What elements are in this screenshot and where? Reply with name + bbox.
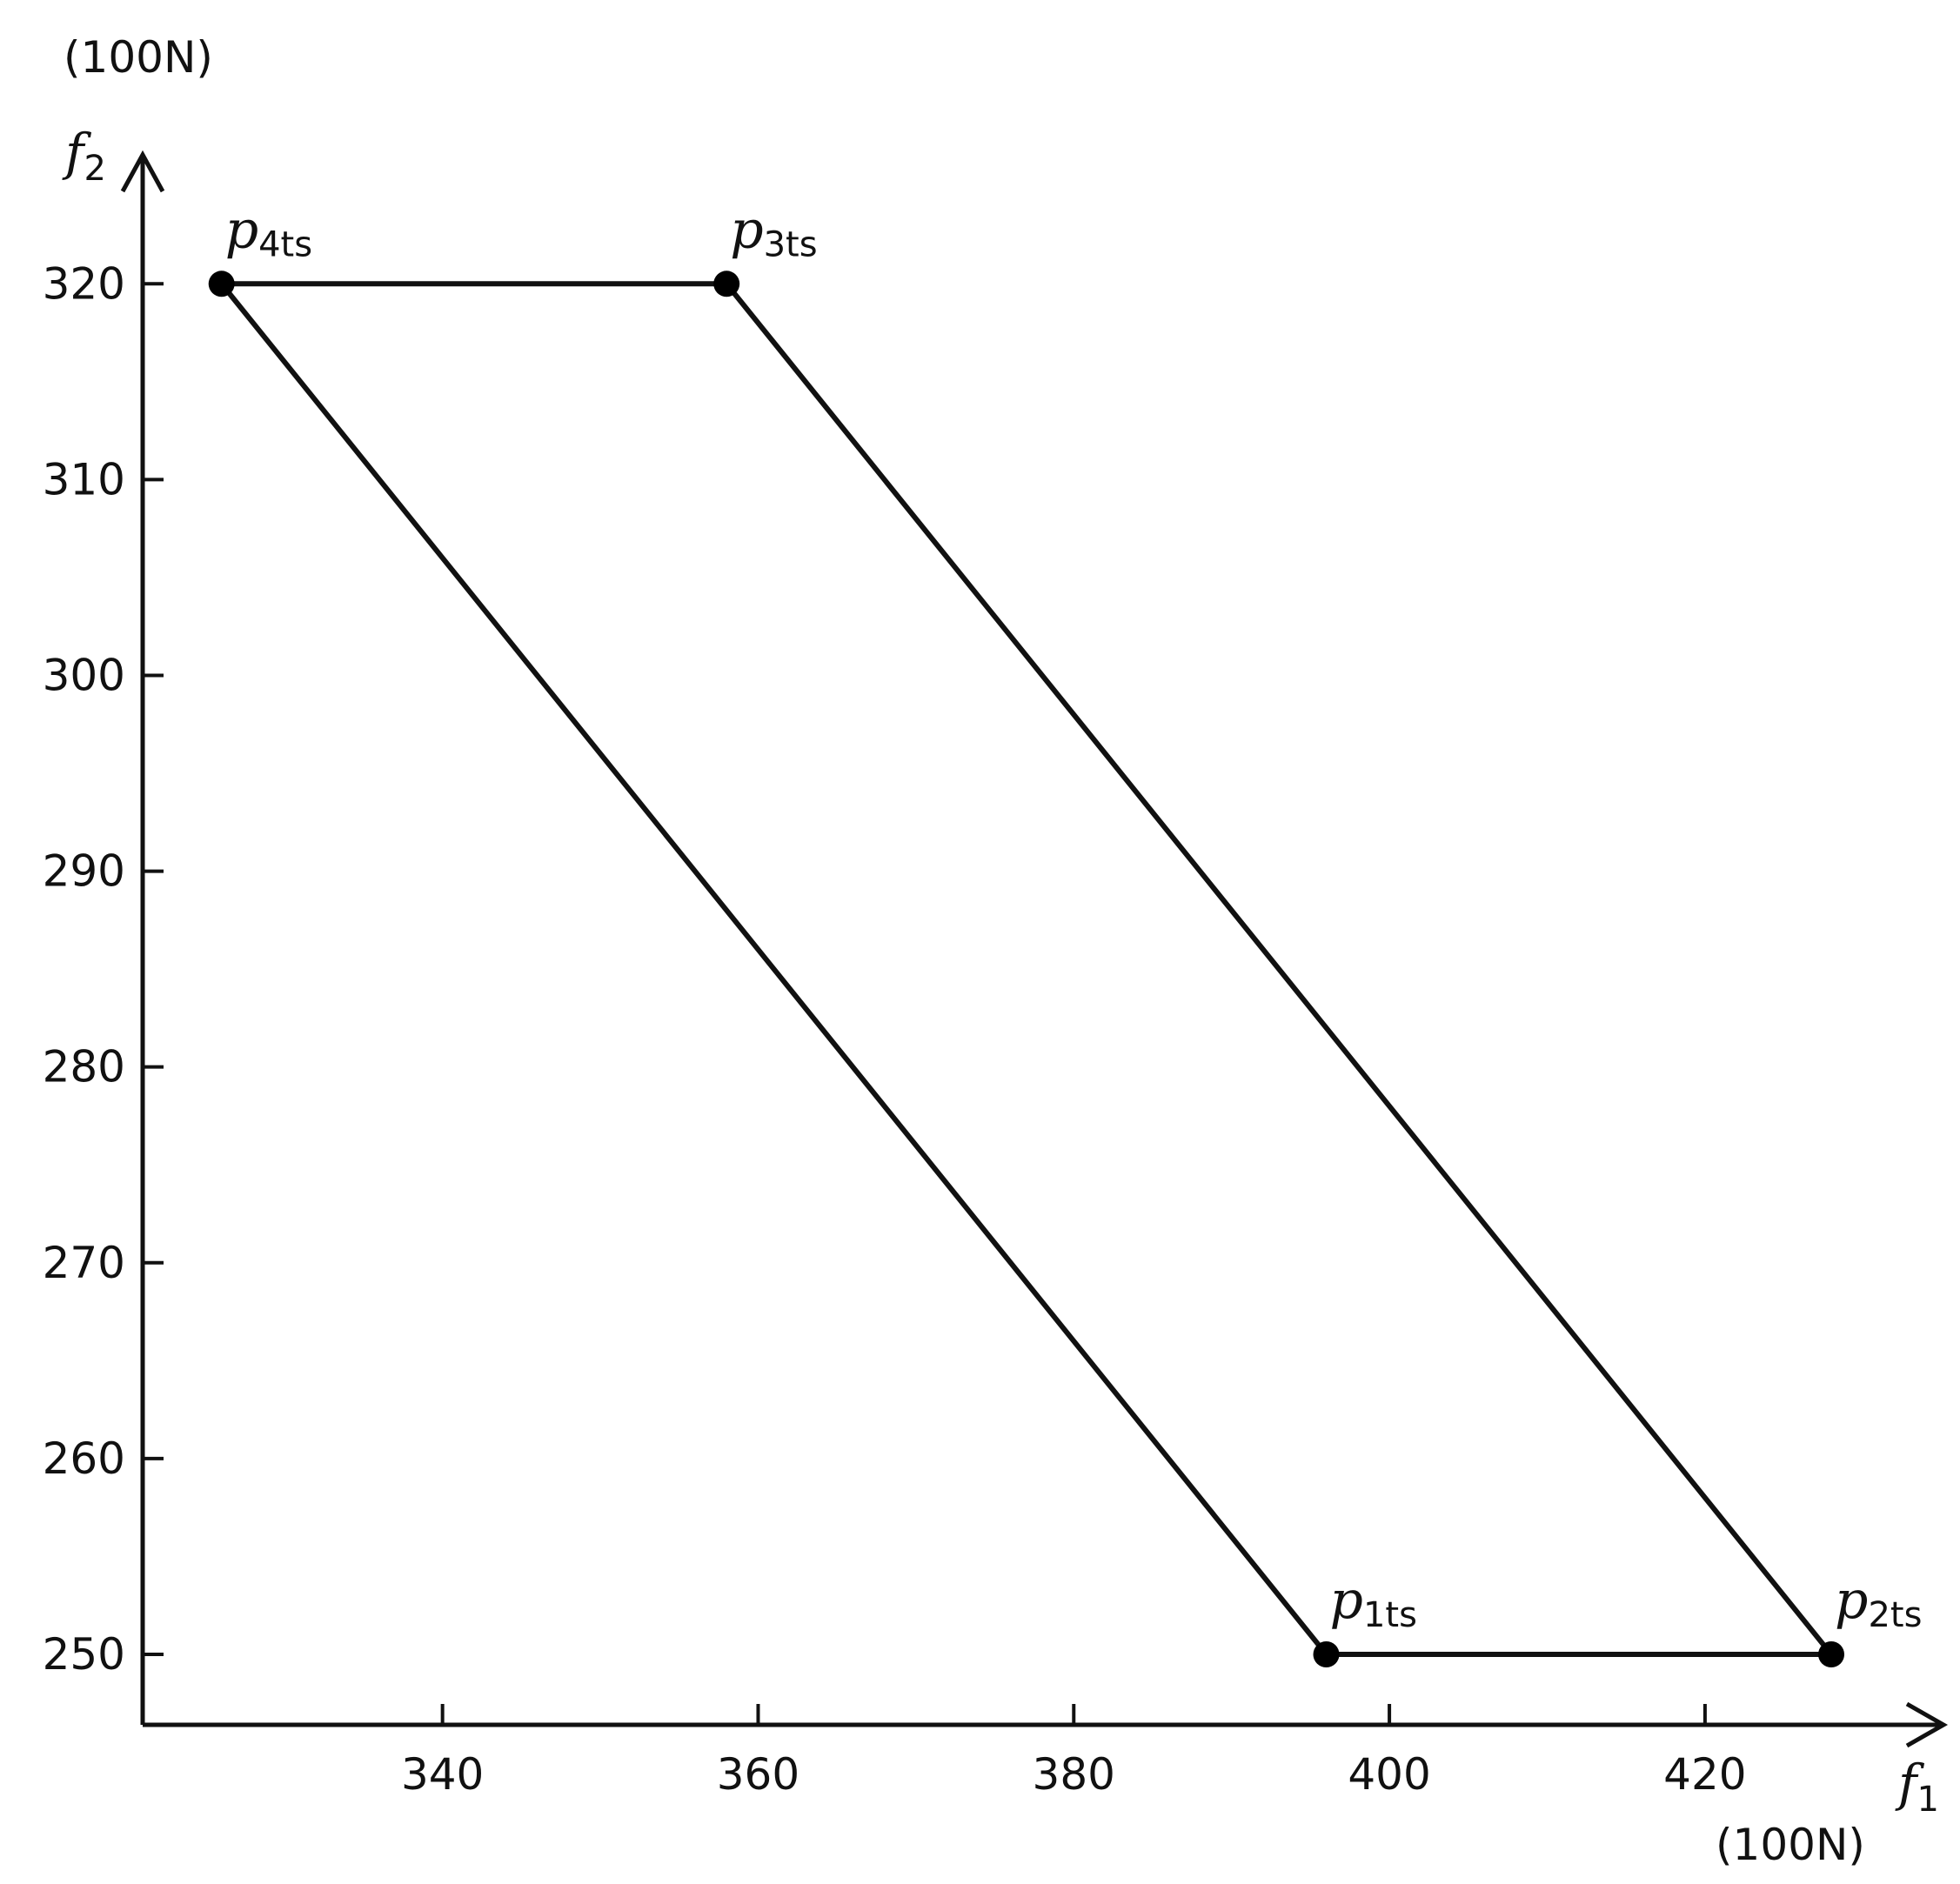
vertex-point-3ts <box>713 271 740 297</box>
vertex-point-4ts <box>208 271 235 297</box>
vertex-label-2ts: p2ts <box>1835 1570 1922 1635</box>
x-axis-ticks: 340 360 380 400 420 <box>401 1704 1747 1800</box>
axes <box>120 150 1949 1748</box>
y-tick-label: 290 <box>43 846 125 897</box>
y-axis-unit: (100N) <box>64 32 213 83</box>
x-axis-unit: (100N) <box>1716 1820 1865 1870</box>
vertex-points: p1ts p2ts p3ts p4ts <box>208 199 1922 1667</box>
y-tick-label: 260 <box>43 1433 125 1484</box>
y-tick-label: 300 <box>43 650 125 700</box>
vertex-point-1ts <box>1313 1640 1340 1667</box>
y-axis-arrow <box>120 150 165 193</box>
vertex-point-2ts <box>1818 1640 1845 1667</box>
y-tick-label: 270 <box>43 1238 125 1288</box>
vertex-label-4ts: p4ts <box>225 199 312 264</box>
x-axis-label: f1 <box>1895 1754 1939 1820</box>
x-axis-arrow <box>1905 1701 1949 1748</box>
x-tick-label: 400 <box>1348 1749 1430 1800</box>
x-tick-label: 360 <box>717 1749 799 1800</box>
x-tick-label: 420 <box>1663 1749 1746 1800</box>
x-tick-label: 380 <box>1033 1749 1115 1800</box>
y-tick-label: 320 <box>43 258 125 309</box>
vertex-label-3ts: p3ts <box>730 199 817 264</box>
y-axis-ticks: 250 260 270 280 290 300 310 320 <box>43 258 164 1680</box>
y-tick-label: 250 <box>43 1629 125 1680</box>
y-axis-label: f2 <box>62 123 106 189</box>
y-tick-label: 280 <box>43 1042 125 1092</box>
feasible-region-outline <box>218 281 1835 1657</box>
vertex-label-1ts: p1ts <box>1330 1570 1417 1635</box>
y-tick-label: 310 <box>43 454 125 504</box>
x-tick-label: 340 <box>401 1749 484 1800</box>
